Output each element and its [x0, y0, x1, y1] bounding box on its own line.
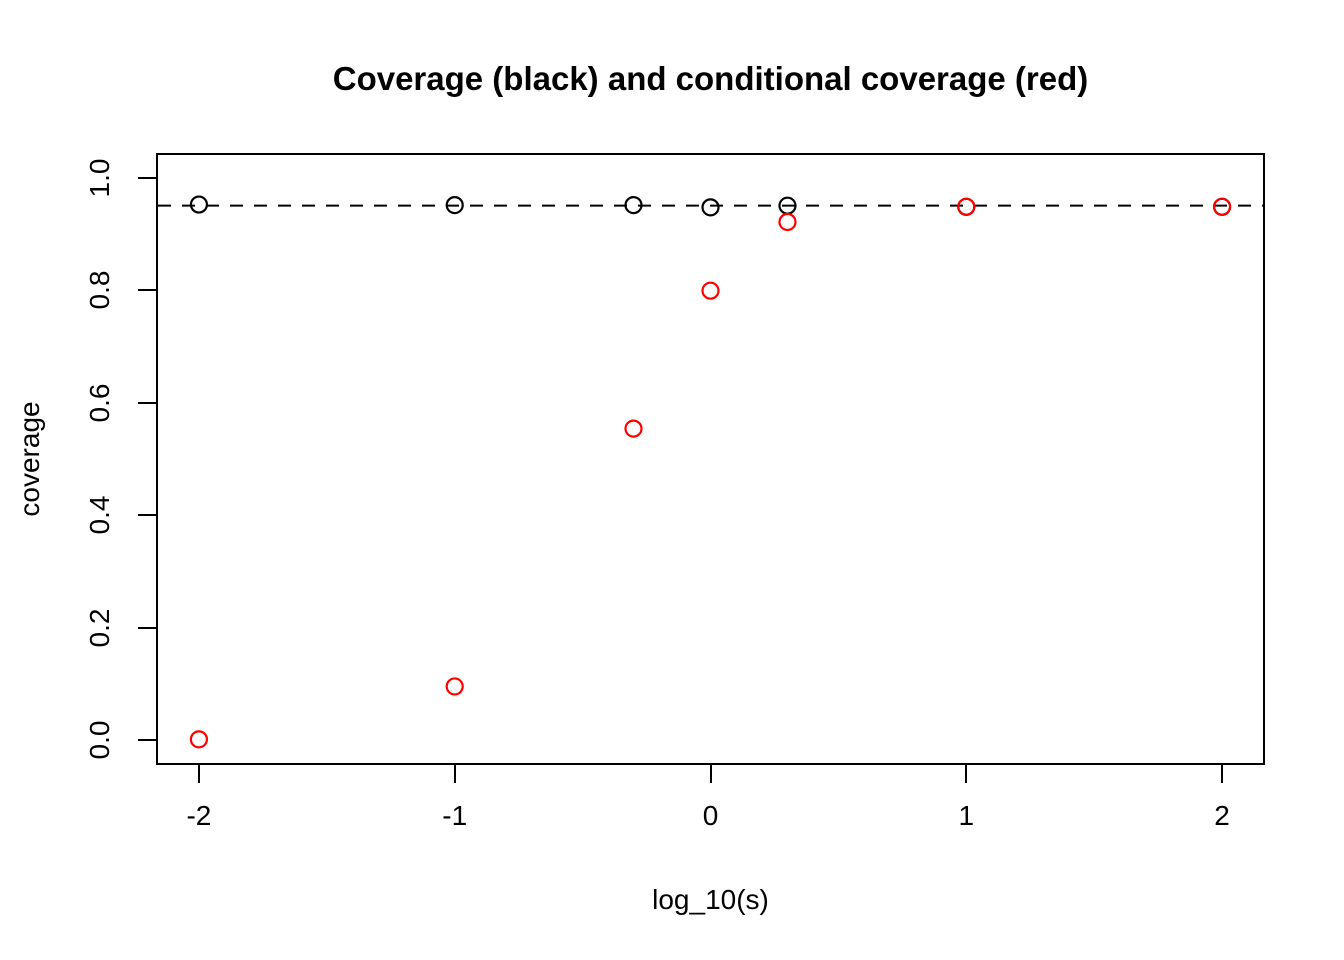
- conditional-coverage-point: [445, 677, 464, 696]
- x-tick-mark: [709, 763, 712, 783]
- conditional-coverage-point: [1212, 197, 1232, 216]
- y-axis-label: coverage: [14, 401, 45, 517]
- y-tick-label: 1.0: [84, 158, 115, 197]
- chart-title: Coverage (black) and conditional coverag…: [332, 60, 1089, 97]
- y-tick-label: 0.8: [84, 270, 115, 310]
- y-tick-mark: [138, 626, 158, 629]
- conditional-coverage-point: [189, 730, 209, 749]
- coverage-point: [701, 198, 720, 217]
- coverage-point: [624, 196, 643, 215]
- conditional-coverage-point: [624, 419, 643, 438]
- conditional-coverage-point: [957, 197, 976, 216]
- x-tick-mark: [1221, 763, 1224, 783]
- x-tick-label: 2: [1214, 800, 1230, 831]
- plot-area: [156, 153, 1265, 765]
- conditional-coverage-point: [778, 212, 797, 232]
- y-tick-mark: [138, 289, 158, 292]
- x-tick-mark: [453, 763, 456, 783]
- coverage-point: [189, 195, 209, 214]
- plot-layer: [158, 195, 1263, 749]
- y-tick-mark: [138, 401, 158, 404]
- y-tick-label: 0.0: [84, 721, 115, 760]
- y-tick-mark: [138, 514, 158, 517]
- x-tick-mark: [197, 763, 200, 783]
- y-tick-mark: [138, 176, 158, 179]
- x-tick-label: -2: [186, 800, 212, 831]
- x-tick-label: 1: [958, 800, 975, 831]
- y-tick-label: 0.6: [84, 383, 115, 423]
- conditional-coverage-point: [701, 281, 720, 300]
- coverage-point: [445, 196, 464, 215]
- x-tick-label: 0: [702, 800, 719, 831]
- x-tick-label: -1: [442, 800, 468, 831]
- y-tick-mark: [138, 739, 158, 742]
- y-tick-label: 0.2: [84, 608, 115, 648]
- x-tick-mark: [965, 763, 968, 783]
- x-axis-label: log_10(s): [652, 884, 769, 915]
- y-tick-label: 0.4: [84, 495, 115, 535]
